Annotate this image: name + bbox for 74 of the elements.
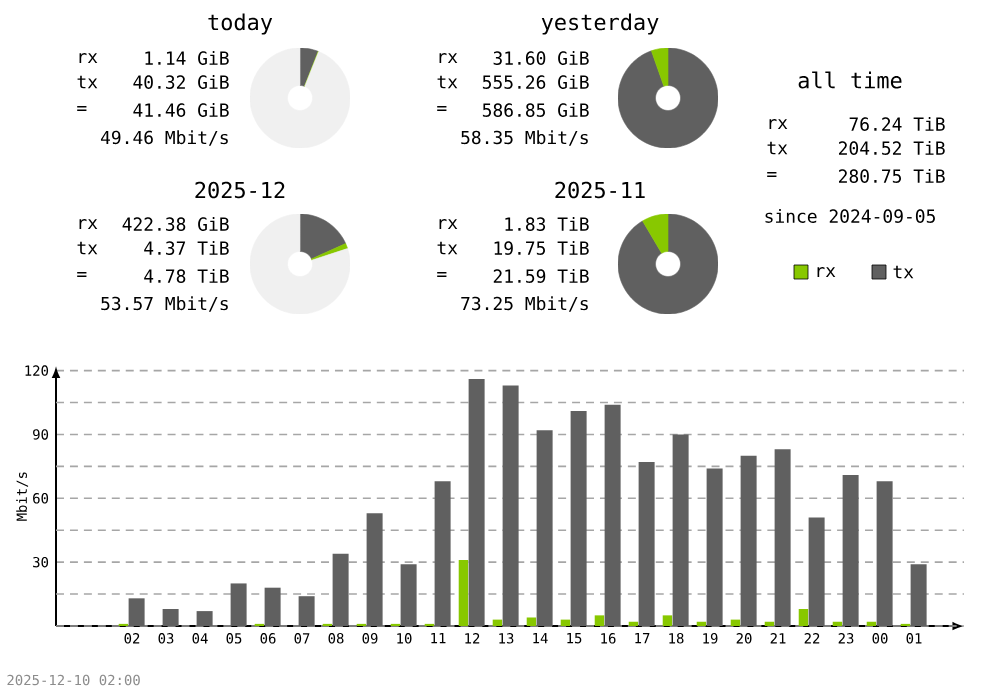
bar [842, 474, 859, 626]
text: 4.78 TiB [144, 269, 229, 283]
legend-label: rx [817, 266, 836, 278]
text: 40.32 GiB [133, 75, 229, 89]
bar [560, 619, 571, 626]
text: rx [439, 218, 458, 230]
bar [672, 434, 689, 626]
bar [910, 564, 927, 626]
bar [128, 598, 145, 626]
text: 19.75 TiB [494, 241, 589, 255]
text: since 2024-09-05 [765, 209, 935, 223]
bar [458, 560, 469, 626]
chart-title: yesterday [541, 13, 659, 35]
bar [468, 379, 485, 626]
text: 555.26 GiB [482, 75, 589, 89]
bar [730, 619, 741, 626]
text: 76.24 TiB [849, 117, 945, 131]
text: = [437, 105, 447, 111]
bar [638, 462, 655, 626]
chart-title: 2025-11 [555, 181, 645, 199]
text: rx [439, 52, 458, 64]
bar [502, 385, 519, 626]
text: tx [77, 75, 98, 89]
bar [798, 608, 809, 626]
bar [594, 615, 605, 626]
legend-label: tx [893, 265, 914, 279]
bar [740, 455, 757, 626]
text: = [77, 105, 87, 111]
bar [876, 481, 893, 626]
text: 21.59 TiB [493, 269, 589, 283]
chart-title: 2025-12 [195, 181, 285, 199]
bar [230, 583, 247, 626]
text: tx [437, 241, 458, 255]
bar [332, 553, 349, 626]
text: all time [798, 71, 902, 89]
bar [662, 615, 673, 626]
text: rx [769, 118, 788, 130]
text: 73.25 Mbit/s [461, 296, 588, 312]
text: 41.46 GiB [133, 103, 229, 117]
bar [264, 587, 281, 626]
text: 31.60 GiB [493, 51, 589, 65]
bar [570, 411, 587, 626]
text: = [767, 171, 777, 177]
text: 1.83 TiB [505, 217, 589, 231]
bar [366, 513, 383, 626]
bar [774, 449, 791, 626]
bar [808, 517, 825, 626]
bar [434, 481, 451, 626]
bar [492, 619, 503, 626]
bar [162, 608, 179, 626]
text: rx [79, 218, 98, 230]
text: = [437, 271, 447, 277]
text: 280.75 TiB [838, 169, 945, 183]
text: 4.37 TiB [144, 241, 229, 255]
text: tx [77, 241, 98, 255]
bar [298, 596, 315, 626]
text: tx [767, 141, 788, 155]
bar [400, 564, 417, 626]
bar [604, 404, 621, 626]
text: = [77, 271, 87, 277]
text: tx [437, 75, 458, 89]
text: 422.38 GiB [122, 217, 229, 231]
text: 204.52 TiB [838, 141, 945, 155]
text: 58.35 Mbit/s [461, 130, 588, 146]
bar [536, 430, 553, 626]
bar [706, 468, 723, 626]
text: 1.14 GiB [145, 51, 229, 65]
text: 586.85 GiB [482, 103, 589, 117]
bar [196, 611, 213, 626]
bar [526, 617, 537, 626]
text: 53.57 Mbit/s [101, 296, 228, 312]
text: 49.46 Mbit/s [100, 130, 228, 146]
chart-title: today [208, 13, 273, 35]
text: rx [79, 52, 98, 64]
